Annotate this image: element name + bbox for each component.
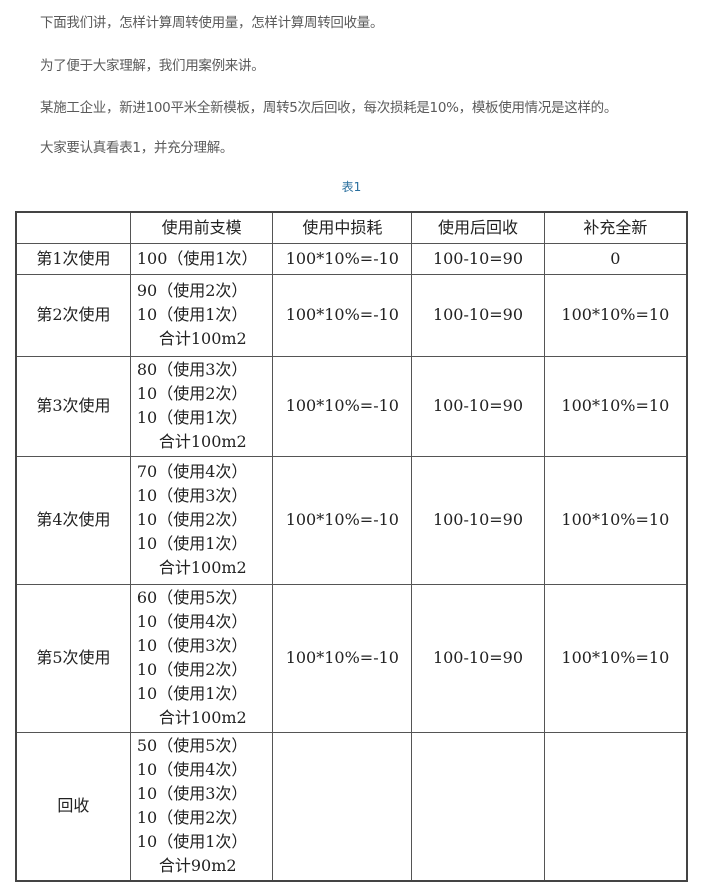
paragraph-3: 某施工企业，新进100平米全新模板，周转5次后回收，每次损耗是10%，模板使用情… <box>40 100 618 116</box>
header-cell <box>15 211 131 244</box>
usage-line: 10（使用2次） <box>136 510 248 529</box>
pre-support-cell: 70（使用4次） 10（使用3次） 10（使用2次） 10（使用1次） 合计100m2 <box>129 455 274 585</box>
usage-line: 60（使用5次） <box>136 588 248 607</box>
row-label-cell: 回收 <box>15 731 131 882</box>
total-line: 合计100m2 <box>158 708 247 727</box>
header-cell: 使用中损耗 <box>272 211 413 244</box>
formwork-table: 使用前支模 使用中损耗 使用后回收 补充全新 第1次使用 100（使用1次） 100… <box>15 211 688 882</box>
total-line: 合计100m2 <box>158 329 247 348</box>
recover-cell: 100-10=90 <box>411 273 545 357</box>
loss-cell: 100*10%=-10 <box>272 273 413 357</box>
table-header-row: 使用前支模 使用中损耗 使用后回收 补充全新 <box>15 211 688 244</box>
recover-cell: 100-10=90 <box>411 583 545 733</box>
usage-line: 10（使用4次） <box>136 612 248 631</box>
usage-line: 90（使用2次） <box>136 281 248 300</box>
header-cell: 使用前支模 <box>129 211 274 244</box>
usage-line: 100（使用1次） <box>136 248 258 268</box>
table-row: 回收 50（使用5次） 10（使用4次） 10（使用3次） 10（使用2次） 10（使用1… <box>15 731 688 882</box>
add-new-cell: 100*10%=10 <box>543 455 688 585</box>
loss-cell <box>272 731 413 882</box>
usage-line: 50（使用5次） <box>136 736 248 756</box>
add-new-cell <box>543 731 688 882</box>
header-cell: 补充全新 <box>543 211 688 244</box>
table-row: 第1次使用 100（使用1次） 100*10%=-10 100-10=90 0 <box>15 242 688 275</box>
pre-support-cell: 90（使用2次） 10（使用1次） 合计100m2 <box>129 273 274 357</box>
loss-cell: 100*10%=-10 <box>272 583 413 733</box>
usage-line: 80（使用3次） <box>136 360 248 379</box>
row-label-cell: 第5次使用 <box>15 583 131 733</box>
table-row: 第2次使用 90（使用2次） 10（使用1次） 合计100m2 100*10%=-10 1… <box>15 273 688 357</box>
usage-line: 10（使用1次） <box>136 832 248 852</box>
header-cell: 使用后回收 <box>411 211 545 244</box>
usage-line: 70（使用4次） <box>136 462 248 481</box>
pre-support-cell: 60（使用5次） 10（使用4次） 10（使用3次） 10（使用2次） 10（使用1次）… <box>129 583 274 733</box>
add-new-cell: 100*10%=10 <box>543 273 688 357</box>
row-label-cell: 第2次使用 <box>15 273 131 357</box>
usage-line: 10（使用3次） <box>136 486 248 505</box>
row-label-cell: 第4次使用 <box>15 455 131 585</box>
usage-line: 10（使用2次） <box>136 660 248 679</box>
add-new-cell: 100*10%=10 <box>543 355 688 457</box>
add-new-cell: 0 <box>543 242 688 275</box>
paragraph-2: 为了便于大家理解，我们用案例来讲。 <box>40 58 265 74</box>
usage-line: 10（使用2次） <box>136 384 248 403</box>
usage-line: 10（使用1次） <box>136 305 248 324</box>
table-caption: 表1 <box>341 180 362 194</box>
usage-line: 10（使用3次） <box>136 784 248 804</box>
table-row: 第5次使用 60（使用5次） 10（使用4次） 10（使用3次） 10（使用2次） 10（… <box>15 583 688 733</box>
recover-cell: 100-10=90 <box>411 242 545 275</box>
add-new-cell: 100*10%=10 <box>543 583 688 733</box>
usage-line: 10（使用1次） <box>136 534 248 553</box>
usage-line: 10（使用4次） <box>136 760 248 780</box>
recover-cell: 100-10=90 <box>411 455 545 585</box>
loss-cell: 100*10%=-10 <box>272 455 413 585</box>
usage-line: 10（使用3次） <box>136 636 248 655</box>
recover-cell: 100-10=90 <box>411 355 545 457</box>
usage-line: 10（使用2次） <box>136 808 248 828</box>
total-line: 合计100m2 <box>158 432 247 451</box>
pre-support-cell: 80（使用3次） 10（使用2次） 10（使用1次） 合计100m2 <box>129 355 274 457</box>
row-label-cell: 第3次使用 <box>15 355 131 457</box>
paragraph-1: 下面我们讲，怎样计算周转使用量，怎样计算周转回收量。 <box>40 15 384 31</box>
paragraph-4: 大家要认真看表1，并充分理解。 <box>40 140 234 156</box>
total-line: 合计90m2 <box>158 856 237 876</box>
total-line: 合计100m2 <box>158 558 247 577</box>
table-row: 第4次使用 70（使用4次） 10（使用3次） 10（使用2次） 10（使用1次） 合计1… <box>15 455 688 585</box>
loss-cell: 100*10%=-10 <box>272 242 413 275</box>
recover-cell <box>411 731 545 882</box>
pre-support-cell: 100（使用1次） <box>129 242 274 275</box>
loss-cell: 100*10%=-10 <box>272 355 413 457</box>
usage-line: 10（使用1次） <box>136 408 248 427</box>
usage-line: 10（使用1次） <box>136 684 248 703</box>
table-row: 第3次使用 80（使用3次） 10（使用2次） 10（使用1次） 合计100m2 100*… <box>15 355 688 457</box>
pre-support-cell: 50（使用5次） 10（使用4次） 10（使用3次） 10（使用2次） 10（使用1次）… <box>129 731 274 882</box>
row-label-cell: 第1次使用 <box>15 242 131 275</box>
